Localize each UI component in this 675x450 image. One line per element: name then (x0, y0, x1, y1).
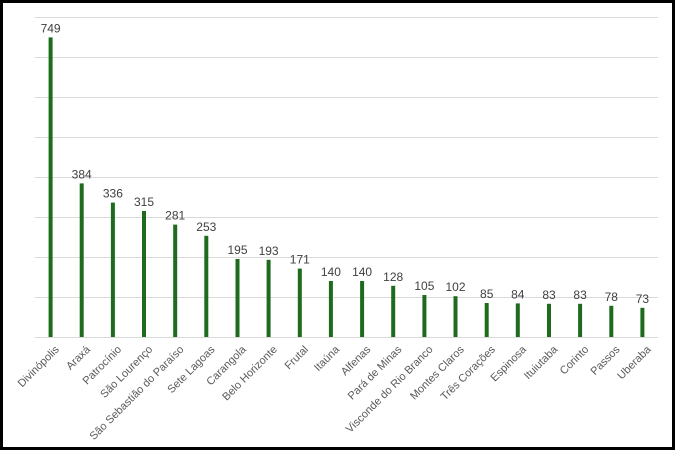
category-label-1: Araxá (64, 343, 93, 372)
category-label-13: Montes Claros (408, 343, 467, 402)
value-label-9: 140 (321, 265, 341, 279)
bar-17 (578, 303, 583, 337)
category-label-16: Ituiutaba (522, 343, 561, 382)
category-label-11: Pará de Minas (346, 343, 405, 402)
bars (48, 37, 645, 338)
value-label-16: 83 (542, 288, 556, 302)
category-label-17: Corinto (558, 344, 592, 378)
value-label-19: 73 (636, 292, 650, 306)
bar-14 (484, 303, 489, 337)
value-label-17: 83 (573, 288, 587, 302)
bar-3 (142, 211, 146, 337)
bar-19 (640, 307, 645, 337)
gridlines (35, 17, 658, 338)
bar-5 (204, 235, 209, 337)
value-labels: 749 384 336 315 281 253 195 193 171 140 140 128 105 1… (41, 21, 650, 305)
value-label-3: 315 (134, 195, 154, 209)
bar-13 (453, 296, 458, 337)
value-label-4: 281 (165, 209, 185, 223)
value-label-18: 78 (605, 290, 619, 304)
bar-16 (547, 303, 551, 337)
bar-15 (515, 303, 520, 337)
category-label-7: Belo Horizonte (220, 344, 280, 404)
value-label-1: 384 (72, 167, 92, 181)
bar-1 (79, 183, 84, 337)
bar-11 (391, 285, 396, 337)
bar-6 (235, 259, 240, 337)
bar-8 (297, 268, 302, 337)
bar-18 (609, 305, 614, 337)
category-label-14: Três Corações (439, 343, 499, 403)
value-label-11: 128 (383, 270, 403, 284)
category-label-8: Frutal (283, 344, 311, 372)
value-label-10: 140 (352, 265, 372, 279)
category-label-0: Divinópolis (16, 343, 62, 389)
value-label-7: 193 (259, 244, 279, 258)
bar-10 (360, 281, 365, 337)
bar-2 (110, 202, 115, 337)
bar-7 (266, 259, 271, 337)
value-label-6: 195 (227, 243, 247, 257)
bar-9 (328, 281, 333, 337)
value-label-5: 253 (196, 220, 216, 234)
value-label-13: 102 (445, 280, 465, 294)
value-label-0: 749 (41, 21, 61, 35)
bar-0 (48, 37, 53, 338)
value-label-12: 105 (414, 279, 434, 293)
value-label-8: 171 (290, 253, 310, 267)
category-label-19: Uberaba (615, 343, 654, 382)
value-label-2: 336 (103, 187, 123, 201)
bar-4 (173, 224, 178, 337)
bar-12 (422, 295, 427, 337)
value-label-15: 84 (511, 287, 525, 301)
value-label-14: 85 (480, 287, 494, 301)
